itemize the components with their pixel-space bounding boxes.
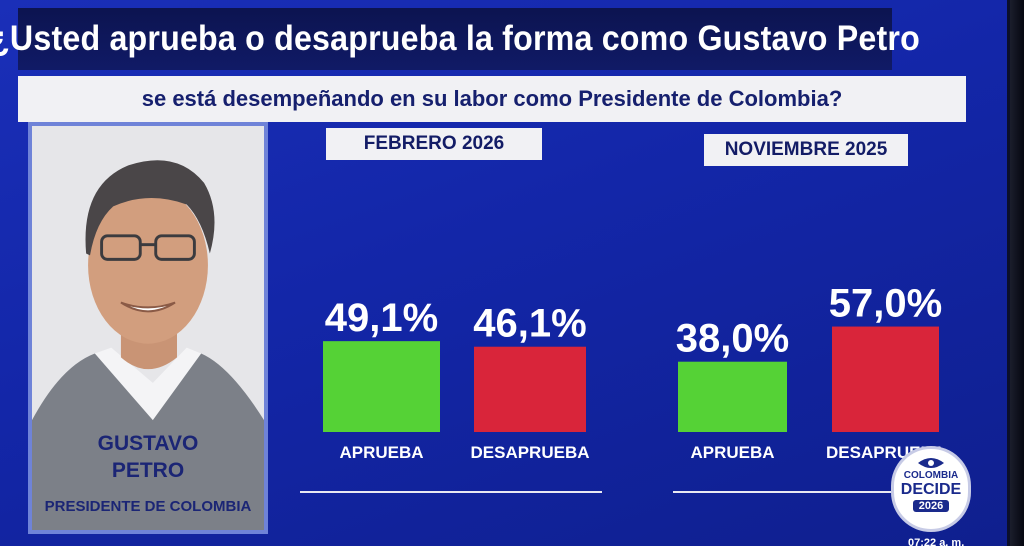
period-label-noviembre-2025: NOVIEMBRE 2025 (704, 134, 908, 166)
president-role: PRESIDENTE DE COLOMBIA (44, 498, 252, 515)
period-label-febrero-2026: FEBRERO 2026 (326, 128, 542, 160)
question-subtitle: se está desempeñando en su labor como Pr… (18, 76, 966, 122)
category-label-aprueba-1: APRUEBA (690, 443, 774, 462)
value-label-aprueba-0: 49,1% (325, 296, 438, 340)
bar-aprueba-0 (323, 341, 440, 432)
president-portrait (32, 126, 264, 530)
question-title: ¿Usted aprueba o desaprueba la forma com… (0, 8, 920, 70)
screen-bezel (1010, 0, 1024, 546)
bar-aprueba-1 (678, 361, 787, 432)
category-label-aprueba-0: APRUEBA (339, 443, 423, 462)
colombia-decide-logo: COLOMBIA DECIDE 2026 (891, 446, 971, 532)
president-name: GUSTAVO PETRO (97, 432, 199, 482)
value-label-aprueba-1: 38,0% (676, 317, 789, 361)
category-label-desaprueba-0: DESAPRUEBA (470, 443, 589, 462)
eye-icon (918, 458, 944, 468)
value-label-desaprueba-1: 57,0% (829, 282, 942, 326)
bar-desaprueba-0 (474, 346, 586, 432)
president-card: GUSTAVO PETRO PRESIDENTE DE COLOMBIA (28, 122, 268, 534)
value-label-desaprueba-0: 46,1% (473, 302, 586, 346)
clock: 07:22 a. m. (908, 537, 965, 546)
bar-desaprueba-1 (832, 326, 939, 432)
